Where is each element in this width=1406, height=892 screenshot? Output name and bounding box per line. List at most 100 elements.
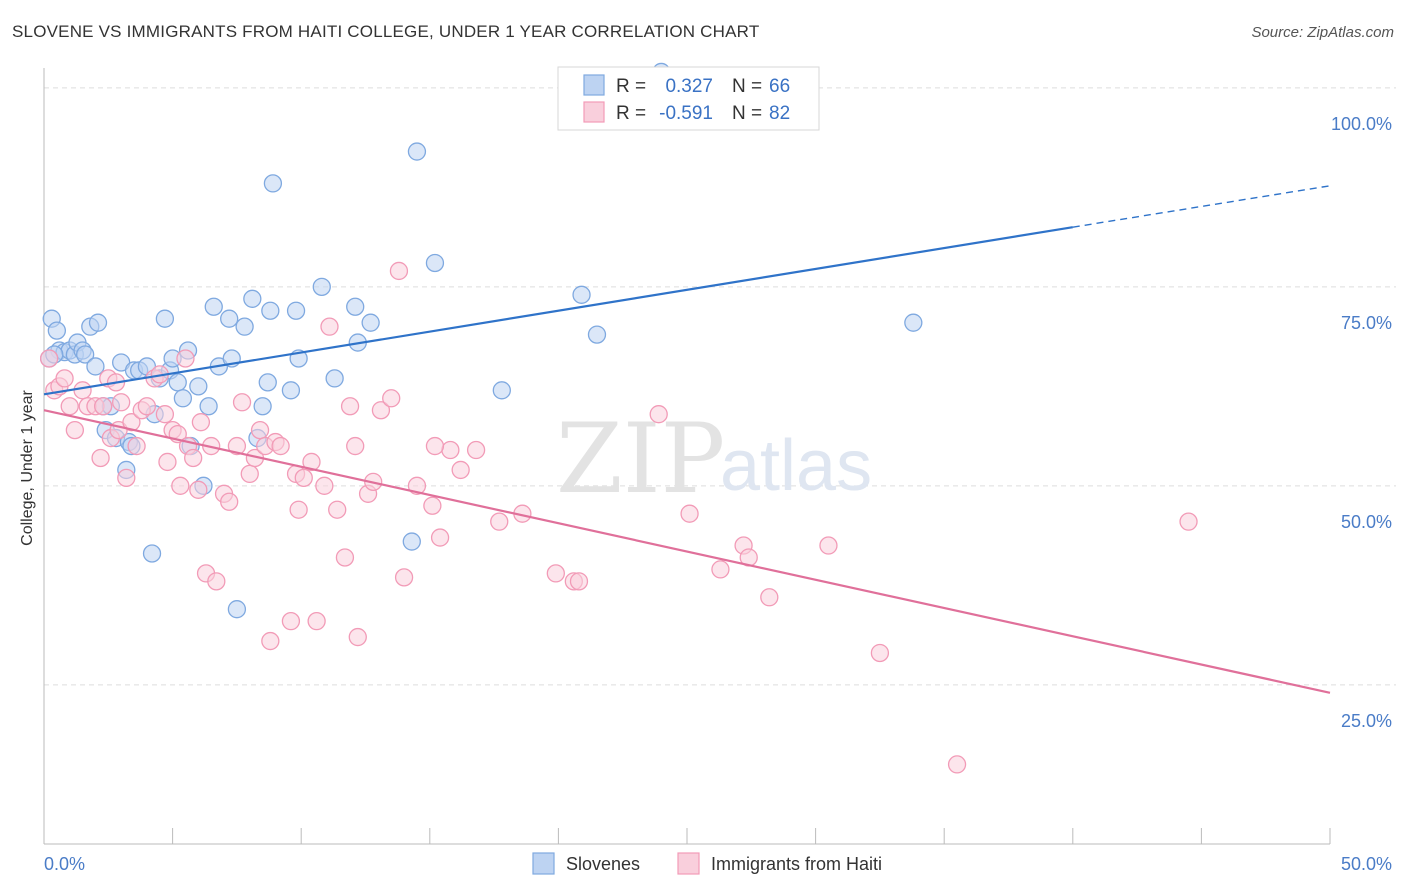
point-haiti: [546, 564, 565, 583]
point-haiti: [430, 528, 450, 547]
point-haiti: [371, 401, 391, 420]
point-slovenes: [76, 345, 95, 364]
point-slovenes: [425, 253, 445, 273]
point-haiti: [289, 500, 308, 519]
y-tick-label: 100.0%: [1331, 114, 1392, 134]
point-haiti: [389, 261, 409, 281]
x-tick-labels: 0.0% 50.0%: [44, 854, 1392, 874]
point-slovenes: [263, 174, 283, 193]
point-haiti: [189, 480, 208, 499]
stats-n-value: 82: [769, 103, 790, 124]
trend-line-slovenes-extension: [1072, 185, 1331, 228]
point-haiti: [240, 464, 259, 484]
stats-n-value: 66: [769, 76, 790, 97]
stats-swatch: [583, 74, 605, 96]
point-haiti: [137, 397, 157, 416]
point-slovenes: [286, 301, 306, 320]
point-haiti: [680, 504, 699, 523]
point-haiti: [320, 317, 339, 336]
point-haiti: [425, 436, 445, 456]
point-haiti: [117, 468, 136, 488]
point-slovenes: [47, 321, 67, 340]
point-haiti: [335, 548, 355, 567]
point-haiti: [112, 393, 131, 412]
point-slovenes: [204, 297, 223, 316]
point-haiti: [271, 436, 290, 456]
point-slovenes: [253, 397, 272, 416]
point-slovenes: [235, 317, 254, 336]
point-haiti: [122, 413, 141, 432]
point-haiti: [281, 611, 301, 631]
point-slovenes: [168, 373, 187, 392]
point-haiti: [176, 349, 195, 368]
point-haiti: [441, 440, 460, 460]
point-haiti: [328, 500, 347, 519]
trend-line-haiti: [43, 409, 1331, 694]
point-slovenes: [492, 381, 511, 400]
point-haiti: [261, 631, 280, 651]
point-haiti: [191, 413, 211, 432]
point-haiti: [870, 643, 890, 663]
stats-r-label: R =: [616, 76, 646, 97]
data-points: [39, 62, 1198, 774]
point-slovenes: [88, 313, 108, 332]
point-haiti: [569, 572, 589, 591]
point-haiti: [94, 397, 113, 416]
point-slovenes: [227, 600, 247, 619]
point-haiti: [171, 476, 190, 495]
point-haiti: [127, 436, 146, 456]
watermark-atlas: atlas: [720, 426, 872, 506]
point-haiti: [423, 496, 442, 515]
point-haiti: [348, 627, 367, 647]
point-haiti: [294, 468, 313, 488]
y-tick-label: 75.0%: [1341, 313, 1392, 333]
legend-label: Immigrants from Haiti: [711, 854, 882, 874]
point-haiti: [73, 381, 92, 400]
legend-swatch: [532, 852, 555, 875]
point-haiti: [760, 588, 779, 607]
point-haiti: [302, 452, 321, 472]
point-haiti: [158, 452, 177, 472]
point-slovenes: [220, 309, 239, 328]
point-slovenes: [904, 313, 923, 332]
point-slovenes: [199, 397, 218, 416]
x-tick-label: 0.0%: [44, 854, 85, 874]
point-haiti: [394, 568, 414, 587]
gridlines: [44, 87, 1396, 686]
stats-legend: R = 0.327 N = 66 R = -0.591 N = 82: [557, 66, 820, 131]
point-slovenes: [258, 373, 277, 392]
point-haiti: [315, 476, 334, 495]
point-haiti: [184, 448, 203, 468]
point-haiti: [711, 560, 730, 579]
point-haiti: [346, 436, 365, 456]
watermark: ZIP atlas: [556, 403, 872, 515]
series-legend: Slovenes Immigrants from Haiti: [532, 852, 882, 875]
point-haiti: [340, 397, 360, 416]
stats-n-label: N =: [732, 103, 762, 124]
watermark-zip: ZIP: [556, 403, 725, 515]
point-slovenes: [325, 369, 344, 388]
trend-line-slovenes: [43, 226, 1073, 396]
chart-title: SLOVENE VS IMMIGRANTS FROM HAITI COLLEGE…: [12, 22, 760, 41]
y-tick-labels: 25.0% 50.0% 75.0% 100.0%: [1331, 114, 1392, 731]
stats-n-label: N =: [732, 76, 762, 97]
point-haiti: [819, 536, 838, 555]
point-slovenes: [407, 142, 427, 161]
point-haiti: [207, 572, 226, 591]
point-haiti: [227, 436, 247, 456]
point-slovenes: [587, 325, 607, 344]
y-tick-label: 25.0%: [1341, 711, 1392, 731]
point-haiti: [490, 512, 509, 531]
point-slovenes: [402, 532, 421, 551]
point-haiti: [466, 440, 486, 460]
point-haiti: [55, 369, 74, 388]
point-slovenes: [155, 309, 175, 328]
y-tick-label: 50.0%: [1341, 512, 1392, 532]
point-haiti: [947, 755, 967, 774]
point-slovenes: [346, 297, 365, 316]
stats-r-value: 0.327: [665, 76, 713, 97]
point-haiti: [60, 397, 79, 416]
point-haiti: [1179, 512, 1198, 531]
point-haiti: [220, 492, 239, 511]
